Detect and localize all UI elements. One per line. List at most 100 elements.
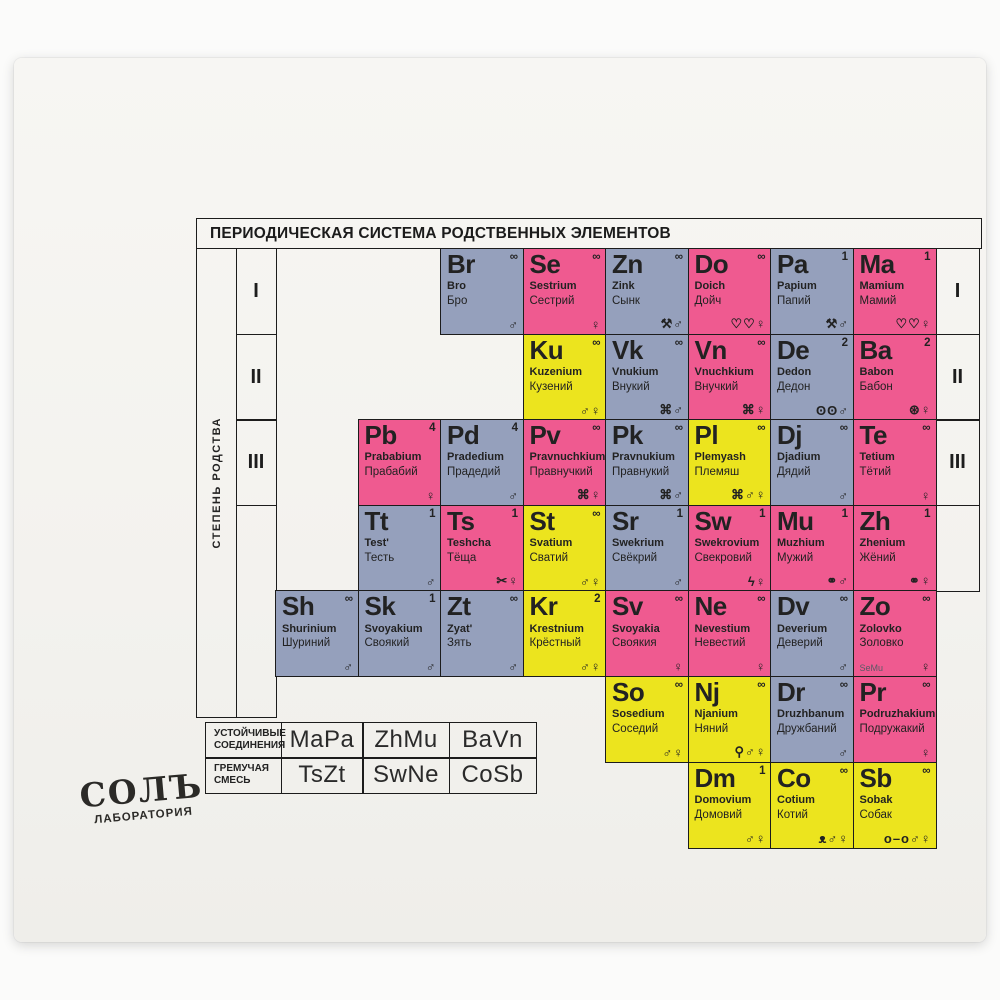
male-icon: ♂ <box>580 659 591 675</box>
element-latin-name: Swekrovium <box>694 537 760 550</box>
male-icon: ♂ <box>673 487 684 503</box>
element-count: 1 <box>924 507 931 520</box>
element-cyrillic-name: Папий <box>777 295 811 308</box>
element-symbol: Sw <box>694 505 732 536</box>
male-icon: ♂ <box>838 745 849 760</box>
male-icon: ♂ <box>838 572 849 588</box>
element-count: ∞ <box>922 422 931 435</box>
poster-card: ПЕРИОДИЧЕСКАЯ СИСТЕМА РОДСТВЕННЫХ ЭЛЕМЕН… <box>14 58 986 942</box>
element-icons: ⌘♀ <box>577 487 602 503</box>
element-symbol: Tt <box>364 505 389 536</box>
element-latin-name: Zyat' <box>447 622 473 635</box>
element-icons: ♂ <box>838 659 849 674</box>
element-cell-ts: 1 Ts Teshcha Тёща ✂♀ <box>440 504 524 592</box>
element-cyrillic-name: Жёний <box>859 551 896 564</box>
element-icons: ♂ <box>508 488 519 503</box>
element-symbol: Sr <box>612 505 639 536</box>
element-cyrillic-name: Тётий <box>859 466 892 479</box>
legend-label-explosive: ГРЕМУЧАЯ СМЕСЬ <box>205 757 282 794</box>
legend-formula-zhmu: ZhMu <box>362 722 450 759</box>
male-icon: ♂ <box>673 573 684 589</box>
element-symbol: Pk <box>612 420 643 451</box>
element-latin-name: Sestrium <box>529 280 577 293</box>
female-icon: ♀ <box>920 659 932 675</box>
female-icon: ♀ <box>920 488 932 504</box>
element-count: 1 <box>924 251 931 263</box>
element-cell-dr: ∞ Dr Druzhbanum Дружбаний ♂ <box>770 676 854 763</box>
female-icon: ♀ <box>920 572 932 588</box>
element-cyrillic-name: Кузений <box>529 380 573 393</box>
tools-icon: ⚒ <box>660 316 674 331</box>
element-latin-name: Pravnukium <box>612 451 675 464</box>
element-latin-name: Muzhium <box>777 537 825 550</box>
element-icons: ⚒♂ <box>826 316 849 332</box>
element-icons: ⚭♀ <box>909 573 932 589</box>
element-note: SeMu <box>859 663 884 674</box>
element-cyrillic-name: Котий <box>777 808 808 821</box>
element-count: ∞ <box>839 593 848 606</box>
male-icon: ♂ <box>673 316 684 331</box>
element-icons: ♂ <box>508 659 519 674</box>
male-icon: ♂ <box>508 317 519 332</box>
element-cyrillic-name: Сватий <box>529 551 569 564</box>
element-cyrillic-name: Бро <box>447 295 468 308</box>
element-cell-ku: ∞ Ku Kuzenium Кузений ♂♀ <box>522 333 607 421</box>
element-cell-dv: ∞ Dv Deverium Деверий ♂ <box>770 590 854 678</box>
element-count: ∞ <box>674 593 683 606</box>
element-latin-name: Vnuchkium <box>694 365 754 378</box>
legend-formula-swne: SwNe <box>362 757 450 794</box>
element-cyrillic-name: Невестий <box>694 637 746 650</box>
element-count: ∞ <box>839 764 848 777</box>
element-latin-name: Babon <box>859 365 894 378</box>
element-cell-dj: ∞ Dj Djadium Дядий ♂ <box>770 419 854 507</box>
element-icons: ♀ <box>673 659 684 674</box>
element-icons: ♀ <box>756 659 767 674</box>
element-symbol: Se <box>529 249 561 279</box>
female-icon: ♀ <box>755 487 767 503</box>
male-icon: ♂ <box>745 487 756 503</box>
hearts-icon: ♡♡ <box>895 316 921 331</box>
female-icon: ♀ <box>755 573 767 589</box>
female-icon: ♀ <box>755 401 767 417</box>
element-symbol: Zn <box>612 249 643 279</box>
element-count: ∞ <box>839 679 848 691</box>
element-cyrillic-name: Свекровий <box>694 551 752 564</box>
element-count: 1 <box>841 251 848 263</box>
element-latin-name: Deverium <box>777 622 828 635</box>
element-cell-pv: ∞ Pv Pravnuchkium Правнучкий ⌘♀ <box>522 419 607 507</box>
element-symbol: Sk <box>364 591 396 622</box>
female-icon: ♀ <box>508 572 519 588</box>
element-icons: ⚲♂♀ <box>734 744 766 760</box>
sol-lab-logo: СОЛЪ ЛАБОРАТОРИЯ <box>70 766 214 828</box>
element-count: 2 <box>841 336 848 349</box>
element-icons: ♂ <box>508 317 519 332</box>
element-cell-pb: 4 Pb Prababium Прабабий ♀ <box>357 419 442 507</box>
male-icon: ♂ <box>838 488 849 504</box>
element-cell-sv: ∞ Sv Svoyakia Своякия ♀ <box>605 590 689 678</box>
element-latin-name: Domovium <box>694 793 752 806</box>
element-cell-kr: 2 Kr Krestnium Крёстный ♂♀ <box>522 590 607 678</box>
element-symbol: Zo <box>859 591 891 622</box>
element-symbol: Ts <box>447 505 475 536</box>
element-latin-name: Tetium <box>859 451 895 464</box>
element-symbol: Sb <box>859 762 893 793</box>
element-cell-do: ∞ Do Doich Дойч ♡♡♀ <box>687 248 772 335</box>
element-count: ∞ <box>674 251 683 263</box>
male-icon: ♂ <box>838 402 849 418</box>
element-cell-te: ∞ Te Tetium Тётий ♀ <box>852 419 937 507</box>
element-cell-pl: ∞ Pl Plemyash Племяш ⌘♂♀ <box>687 419 772 507</box>
male-icon: ♂ <box>838 659 849 675</box>
element-cell-ma: 1 Ma Mamium Мамий ♡♡♀ <box>852 248 937 335</box>
element-count: 1 <box>511 507 518 520</box>
element-icons: ♂ <box>343 659 354 674</box>
element-icons: ♀ <box>921 745 932 760</box>
element-cyrillic-name: Мамий <box>859 295 897 308</box>
female-icon: ♀ <box>920 830 932 846</box>
table-title: ПЕРИОДИЧЕСКАЯ СИСТЕМА РОДСТВЕННЫХ ЭЛЕМЕН… <box>210 224 671 242</box>
element-cell-zt: ∞ Zt Zyat' Зять ♂ <box>440 590 524 678</box>
female-icon: ♀ <box>425 488 437 504</box>
element-icons: o–o♂♀ <box>884 831 932 846</box>
element-icons: ♂ <box>838 745 849 760</box>
element-count: ∞ <box>757 679 766 691</box>
element-symbol: Dv <box>777 591 810 622</box>
